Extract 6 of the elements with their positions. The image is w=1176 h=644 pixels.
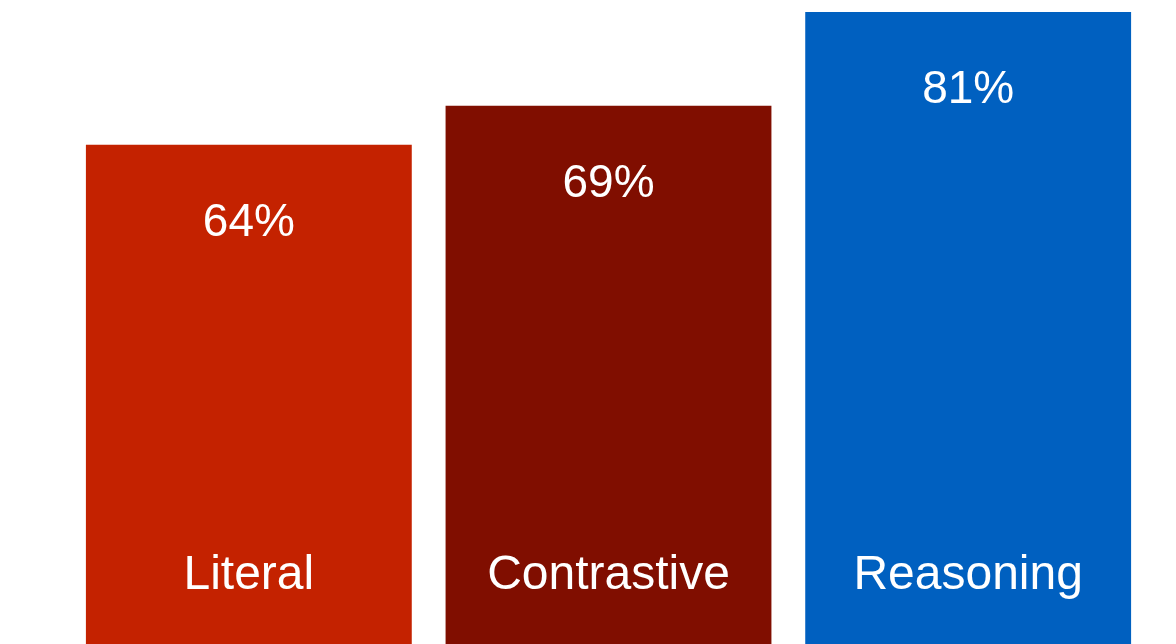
x-tick-label: Contrastive (487, 545, 730, 599)
x-tick-label: Literal (183, 545, 315, 599)
x-tick-label: Reasoning (853, 545, 1083, 599)
data-label: 81% (922, 61, 1015, 113)
data-label: 64% (202, 193, 295, 246)
data-label: 69% (562, 154, 655, 207)
